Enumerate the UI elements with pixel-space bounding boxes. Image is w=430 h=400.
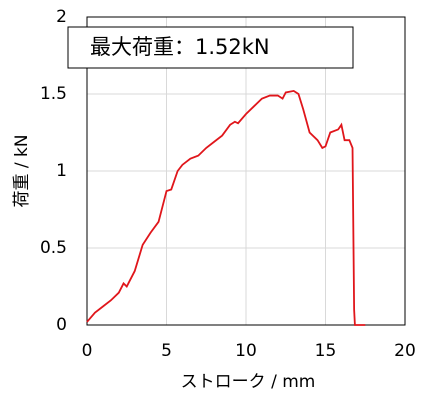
- x-tick-label: 0: [82, 341, 93, 361]
- data-line: [86, 89, 366, 326]
- x-axis-label: ストローク / mm: [181, 372, 316, 392]
- annotation: 最大荷重：1.52kN: [90, 35, 270, 59]
- x-tick-label: 20: [394, 341, 416, 361]
- y-tick-label: 1: [56, 161, 67, 181]
- annotation-box: [67, 26, 354, 69]
- plot-frame: [86, 16, 406, 326]
- x-tick-label: 10: [235, 341, 257, 361]
- y-tick-label: 0.5: [40, 238, 67, 258]
- y-tick-label: 1.5: [40, 84, 67, 104]
- x-tick-label: 15: [315, 341, 337, 361]
- x-tick-label: 5: [161, 341, 172, 361]
- y-tick-label: 2: [56, 7, 67, 27]
- y-axis-label: 荷重 / kN: [12, 134, 32, 207]
- y-tick-label: 0: [56, 315, 67, 335]
